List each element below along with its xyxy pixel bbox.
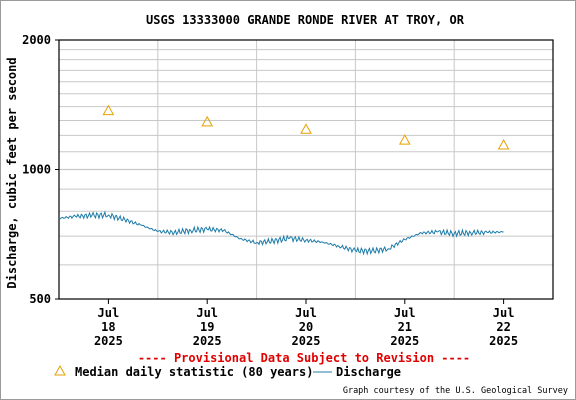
grid-lines [59,39,553,300]
y-tick-label: 2000 [22,33,51,47]
x-tick-label: Jul [196,306,218,320]
median-marker [102,104,115,116]
chart-title: USGS 13333000 GRANDE RONDE RIVER AT TROY… [146,13,465,27]
y-tick-label: 500 [29,292,51,306]
x-tick-label: 2025 [292,334,321,348]
y-axis-ticks: 500 1000 2000 [22,33,59,306]
x-tick-label: 19 [200,320,214,334]
x-tick-label: 18 [101,320,115,334]
x-axis-ticks: Jul182025Jul192025Jul202025Jul212025Jul2… [94,299,518,348]
legend-median-label: Median daily statistic (80 years) [75,365,313,379]
median-marker [300,123,312,134]
x-tick-label: 20 [299,320,313,334]
median-marker [497,138,510,150]
y-tick-label: 1000 [22,163,51,177]
x-tick-label: 2025 [94,334,123,348]
x-tick-label: Jul [98,306,120,320]
x-tick-label: 2025 [390,334,419,348]
x-tick-label: 2025 [193,334,222,348]
median-marker [398,134,411,145]
usgs-credit: Graph courtesy of the U.S. Geological Su… [343,386,568,396]
legend: Median daily statistic (80 years) Discha… [54,364,401,379]
median-marker [201,115,214,127]
x-tick-label: 22 [496,320,510,334]
legend-median-marker [54,364,66,376]
x-tick-label: 21 [398,320,412,334]
legend-discharge-label: Discharge [336,365,401,379]
provisional-annotation: ---- Provisional Data Subject to Revisio… [138,351,470,365]
x-tick-label: Jul [493,306,515,320]
y-axis-label: Discharge, cubic feet per second [5,57,19,288]
median-daily-markers [102,104,510,150]
x-tick-label: Jul [295,306,317,320]
discharge-series-line [58,210,504,256]
x-tick-label: Jul [394,306,416,320]
x-tick-label: 2025 [489,334,518,348]
